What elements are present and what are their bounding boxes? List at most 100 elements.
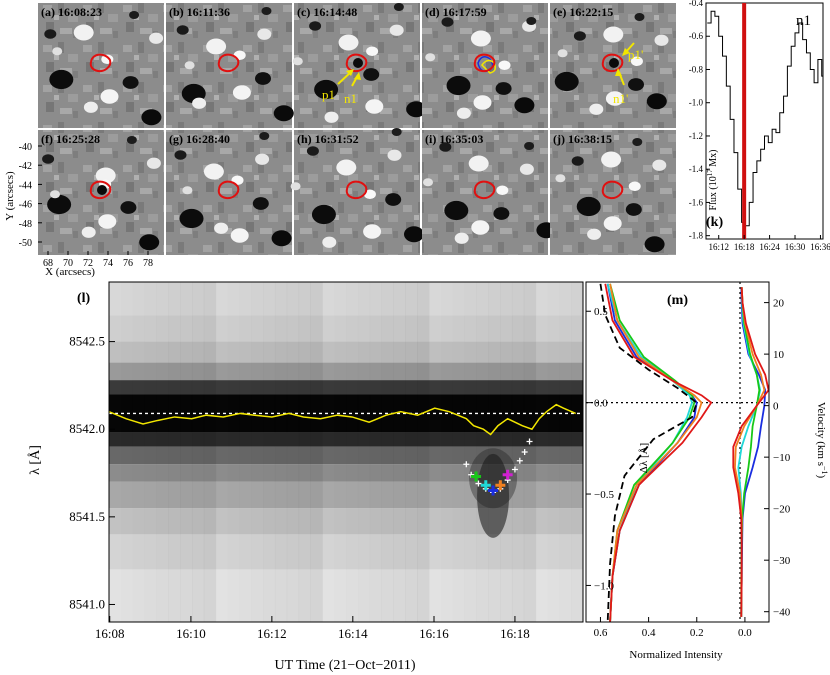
y-tick-label: -0.4: [689, 0, 704, 8]
panel-label: (i) 16:35:03: [425, 132, 483, 146]
x-tick-label: 0.6: [594, 627, 608, 639]
y-tick-label: -0.8: [689, 64, 704, 74]
magnetogram-panel: (b) 16:11:36: [166, 3, 294, 128]
x-tick-label: 16:10: [176, 626, 206, 641]
profile-marker: [471, 471, 482, 482]
spectral-band: [109, 446, 583, 465]
magnetic-feature: [625, 203, 642, 216]
arrow-n1prime-head: [615, 68, 622, 76]
profile-marker: [480, 480, 491, 491]
spectral-band: [109, 432, 583, 447]
panel-label: (f) 16:25:28: [41, 132, 100, 146]
right-tick-label: −10: [773, 452, 791, 464]
right-tick-label: 0: [773, 401, 779, 413]
magnetic-feature: [141, 109, 162, 126]
x-tick-label: 68: [43, 258, 53, 269]
magnetic-feature: [255, 72, 271, 85]
time-column: [465, 282, 477, 622]
m-right-axis-label: Velocity (km s−1): [815, 402, 829, 479]
flux-curve: [707, 10, 823, 227]
panel-y-ticks: -40 -42 -44 -46 -48 -50: [19, 142, 42, 249]
magnetic-feature: [259, 132, 270, 140]
magnetic-feature: [454, 232, 469, 244]
annotation-n1prime: n1': [613, 91, 628, 106]
y-tick-label: -44: [19, 180, 32, 191]
magnetic-feature: [514, 97, 535, 114]
magnetic-feature: [271, 230, 292, 247]
magnetic-feature: [601, 151, 622, 168]
panel-label: (a) 16:08:23: [41, 5, 102, 19]
magnetic-feature: [324, 111, 339, 123]
n1-contour: [601, 53, 624, 73]
right-tick-label: 20: [773, 298, 785, 310]
x-tick-label: 0.2: [690, 627, 704, 639]
magnetic-feature: [495, 82, 512, 95]
time-column: [417, 282, 430, 622]
magnetic-feature: [406, 101, 427, 118]
magnetic-feature: [470, 30, 491, 47]
spectral-band: [109, 341, 583, 363]
magnetic-feature: [555, 174, 566, 183]
y-tick-label: -1.2: [689, 131, 703, 141]
magnetic-feature: [83, 101, 98, 113]
magnetic-feature: [571, 156, 584, 166]
y-tick-label: -1.8: [689, 231, 704, 241]
n1-core: [97, 185, 107, 195]
n1-contour: [473, 53, 496, 73]
time-column: [511, 282, 525, 622]
panel-label: (h) 16:31:52: [297, 132, 359, 146]
intensity-profile: [609, 283, 703, 623]
magnetogram-panel: (f) 16:25:28: [38, 130, 164, 255]
time-column: [156, 282, 168, 622]
line-center-track: [108, 403, 577, 436]
magnetic-feature: [338, 34, 359, 51]
annotation-p1: p1: [322, 87, 335, 102]
magnetic-feature: [336, 159, 357, 176]
annotations: p1 n1 p1' n1': [322, 42, 643, 106]
magnetic-feature: [391, 128, 402, 136]
x-tick-label: 16:24: [759, 242, 780, 252]
time-column: [358, 282, 370, 622]
panel-label: (j) 16:38:15: [553, 132, 612, 146]
magnetic-feature: [306, 146, 319, 156]
magnetic-feature: [439, 142, 452, 152]
x-tick-label: 16:08: [95, 626, 125, 641]
magnetic-feature: [634, 13, 645, 21]
magnetic-feature: [50, 190, 60, 199]
magnetic-feature: [387, 149, 402, 161]
n1-contour: [89, 180, 112, 200]
velocity-profile: [732, 287, 770, 617]
time-column: [263, 282, 275, 622]
m-x-axis-label: Normalized Intensity: [629, 649, 723, 661]
magnetic-feature: [589, 103, 604, 115]
magnetic-feature: [554, 71, 579, 92]
time-column: [298, 282, 311, 622]
magnetic-feature: [126, 136, 137, 144]
n1-contour: [601, 180, 624, 200]
right-tick-label: −40: [773, 607, 791, 619]
magnetic-feature: [519, 163, 534, 175]
magnetic-feature: [261, 7, 272, 15]
y-tick-label: 8541.5: [69, 509, 105, 524]
intensity-profile: [604, 283, 713, 623]
left-tick-label: −1.0: [594, 580, 614, 592]
time-column: [429, 282, 441, 622]
annotation-n1: n1: [344, 91, 357, 106]
magnetic-feature: [573, 31, 586, 41]
profile-marker: [495, 480, 506, 491]
event-absorption: [469, 448, 518, 509]
magnetic-feature: [292, 57, 303, 66]
magnetic-feature: [446, 75, 471, 96]
x-tick-label: 70: [63, 258, 73, 269]
panel-background: [38, 3, 164, 128]
magnetic-feature: [498, 60, 511, 71]
magnetic-feature: [233, 50, 246, 61]
magnetic-feature: [314, 79, 339, 100]
magnetic-feature: [184, 61, 195, 70]
time-column: [559, 282, 571, 622]
magnetic-feature: [174, 150, 187, 160]
y-tick-label: -48: [19, 219, 32, 230]
time-column: [334, 282, 346, 622]
right-tick-label: −20: [773, 504, 791, 516]
